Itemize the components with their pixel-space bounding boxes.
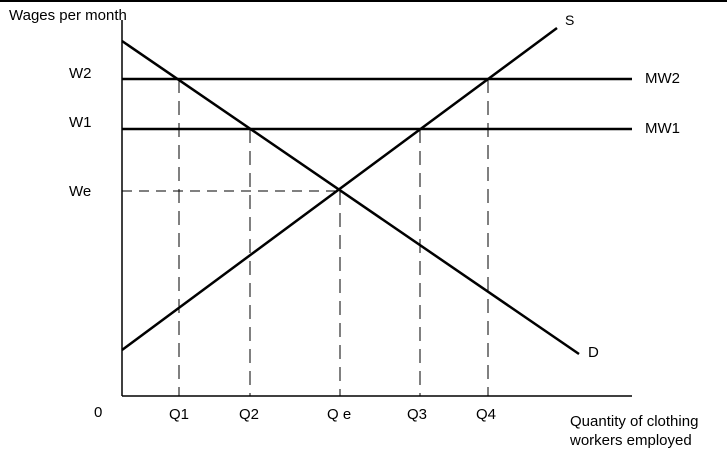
w2-label: W2 (69, 65, 92, 82)
q1-label: Q1 (169, 406, 190, 423)
qe-label: Q e (327, 406, 352, 423)
q3-label: Q3 (407, 406, 428, 423)
origin-label: 0 (94, 404, 103, 421)
x-axis-title-line1: Quantity of clothing (570, 413, 699, 430)
mw2-label: MW2 (645, 70, 680, 87)
demand-label: D (588, 344, 599, 361)
we-label: We (69, 183, 92, 200)
supply-label: S (565, 12, 575, 28)
w1-label: W1 (69, 114, 92, 131)
mw1-label: MW1 (645, 120, 680, 137)
x-axis-title-line2: workers employed (570, 432, 692, 449)
top-border (0, 0, 727, 2)
demand-curve (121, 39, 580, 356)
q4-label: Q4 (476, 406, 497, 423)
y-axis-title: Wages per month (9, 7, 127, 24)
q2-label: Q2 (239, 406, 260, 423)
